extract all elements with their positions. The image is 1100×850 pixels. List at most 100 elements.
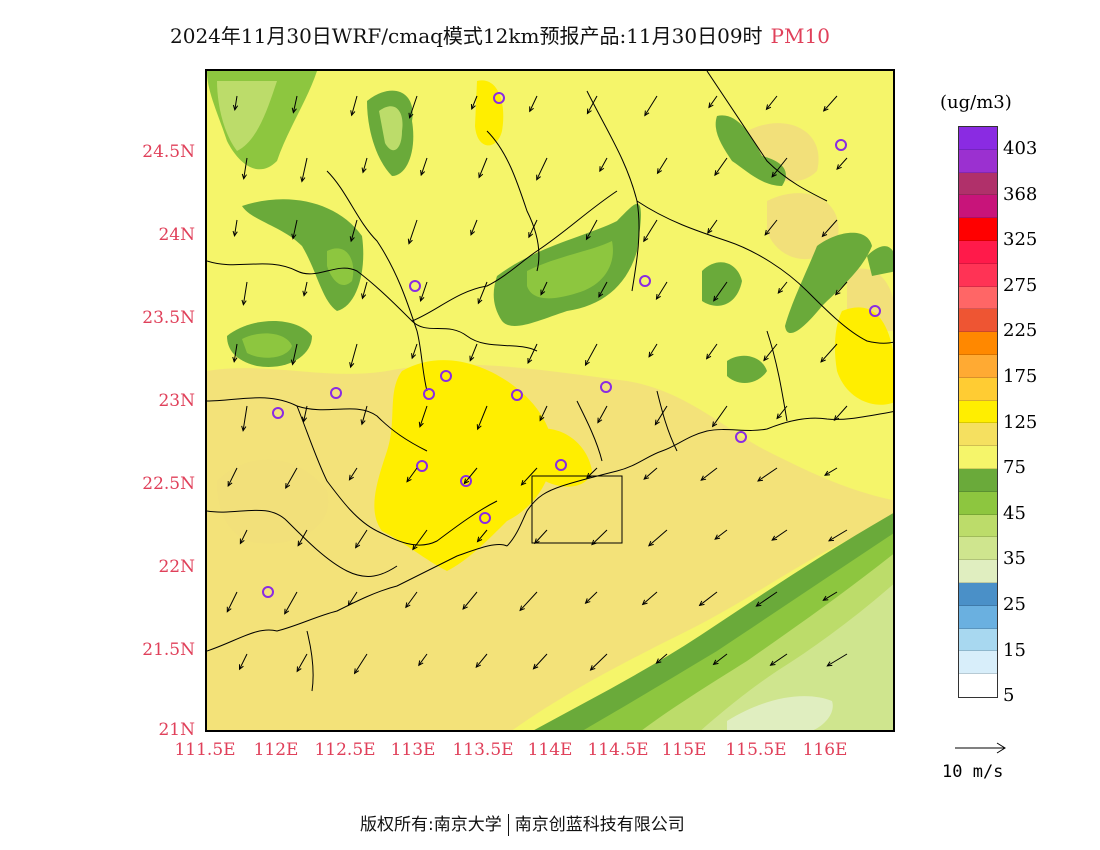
legend-label: 15 [1003,639,1026,661]
wind-arrow [412,529,428,550]
wind-arrow [539,405,548,421]
wind-arrow [833,405,848,421]
wind-arrow-head [238,664,244,671]
wind-arrow-head [408,112,414,119]
wind-arrow [292,95,298,113]
wind-arrow-head [232,356,238,363]
station-marker[interactable] [835,139,847,151]
chart-title: 2024年11月30日WRF/cmaq模式12km预报产品:11月30日09时 P… [170,20,830,49]
legend-label: 75 [1003,457,1026,479]
wind-arrow [285,467,298,489]
station-marker[interactable] [555,459,567,471]
wind-arrow-head [597,417,603,424]
legend-swatch [959,172,997,196]
wind-arrow [239,529,248,544]
wind-arrow-head [777,287,784,294]
wind-arrow-head [757,476,764,482]
wind-arrow [303,281,308,296]
station-marker[interactable] [639,275,651,287]
legend-label: 175 [1003,366,1038,387]
wind-arrow [296,653,308,672]
wind-arrow-head [476,536,483,543]
wind-arrow-head [714,534,721,540]
wind-arrow-head [824,470,831,476]
wind-arrow-head [470,103,476,111]
wind-arrow [292,343,298,365]
wind-arrow-head [360,419,366,426]
wind-arrow [756,591,778,607]
wind-arrow-head [520,480,527,486]
admin-boundaries [207,71,893,692]
legend-label: 5 [1003,685,1015,707]
wind-arrow-head [475,662,481,669]
station-marker[interactable] [423,388,435,400]
band-75 [217,459,329,544]
pollutant-label: PM10 [770,24,830,48]
wind-arrow [586,219,598,240]
wind-arrow [591,529,608,545]
wind-arrow [699,591,718,606]
wind-arrow [350,219,358,242]
station-marker[interactable] [272,407,284,419]
wind-arrow-head [300,176,306,183]
wind-arrow-head [712,659,719,666]
station-marker[interactable] [416,460,428,472]
legend-label: 225 [1003,320,1038,342]
wind-arrow [586,467,598,479]
wind-arrow [297,529,308,546]
station-marker[interactable] [479,512,491,524]
station-marker[interactable] [460,475,472,487]
footer: 版权所有:南京大学 南京创蓝科技有限公司 [360,810,685,836]
station-marker[interactable] [330,387,342,399]
wind-arrow-head [405,602,411,609]
wind-arrow [477,281,488,304]
station-marker[interactable] [600,381,612,393]
wind-arrow [536,157,548,180]
wind-arrow-head [771,171,777,178]
wind-arrow-head [822,105,829,112]
legend-swatch [959,149,997,173]
wind-arrow [418,653,428,666]
station-marker[interactable] [440,370,452,382]
wind-arrow-head [463,478,470,485]
wind-arrow [827,653,848,667]
station-marker[interactable] [493,92,505,104]
x-tick-label: 114E [527,740,573,760]
wind-arrow [590,653,608,671]
wind-arrow [409,95,418,118]
wind-arrow [303,405,308,422]
band-35 [217,81,277,151]
wind-arrow [470,219,478,236]
wind-arrow-head [301,416,308,423]
wind-arrow-head [644,110,650,117]
legend-swatch [959,240,997,264]
wind-arrow [477,405,488,430]
wind-arrow [643,219,658,242]
wind-arrow-head [302,290,308,297]
wind-arrow-head [407,238,413,245]
x-tick-label: 115E [661,740,707,760]
station-marker[interactable] [409,280,421,292]
wind-arrow [707,219,718,234]
station-marker[interactable] [869,305,881,317]
band-35 [701,584,893,730]
wind-arrow-head [353,668,360,675]
station-marker[interactable] [262,586,274,598]
legend-label: 45 [1003,502,1026,524]
wind-arrow-head [227,480,233,487]
wind-arrow-head [705,353,712,360]
wind-arrow [226,591,238,612]
wind-arrow [350,343,358,368]
wind-arrow-head [765,104,772,111]
wind-arrow-head [584,360,590,367]
wind-arrow [521,467,538,486]
concentration-map[interactable] [205,69,895,732]
wind-arrow [349,467,358,481]
station-marker[interactable] [511,389,523,401]
wind-arrow-head [769,660,776,666]
wind-arrow-head [285,483,291,490]
band-35 [379,106,403,151]
station-marker[interactable] [735,431,747,443]
x-tick-label: 112.5E [314,740,376,760]
wind-arrow [643,467,658,480]
